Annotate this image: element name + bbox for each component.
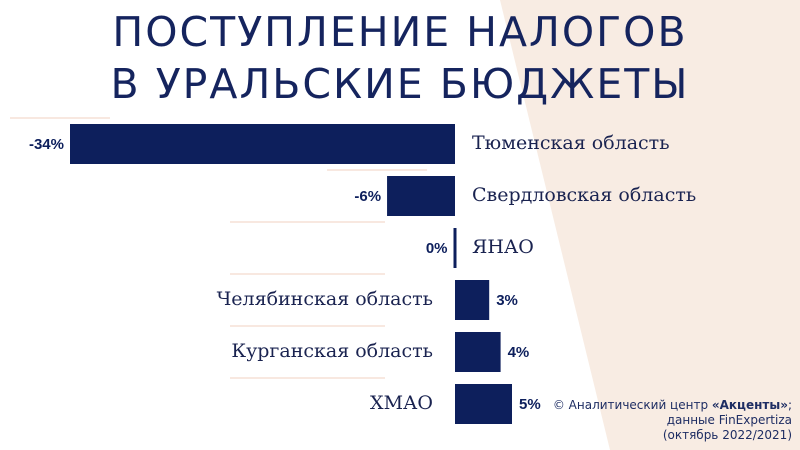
category-label: ЯНАО — [472, 236, 534, 258]
credit-line-2: данные FinExpertiza — [666, 413, 792, 427]
value-label: 5% — [519, 396, 541, 413]
category-label: Тюменская область — [472, 132, 670, 154]
bar — [387, 176, 455, 216]
chart-title: ПОСТУПЛЕНИЕ НАЛОГОВ В УРАЛЬСКИЕ БЮДЖЕТЫ — [0, 6, 800, 110]
category-label: Свердловская область — [472, 184, 696, 206]
credit-line-3: (октябрь 2022/2021) — [662, 428, 792, 442]
value-label: -34% — [29, 136, 64, 153]
bar — [455, 280, 490, 320]
value-label: 4% — [508, 344, 530, 361]
chart-title-line2: В УРАЛЬСКИЕ БЮДЖЕТЫ — [110, 60, 690, 108]
credit-line-1: © Аналитический центр «Акценты»; — [553, 398, 792, 413]
credit-brand: «Акценты» — [711, 398, 788, 412]
value-label: -6% — [354, 188, 381, 205]
bar — [70, 124, 455, 164]
category-label: Курганская область — [231, 340, 433, 362]
source-credit: © Аналитический центр «Акценты»; данные … — [553, 398, 792, 443]
credit-suffix: ; — [787, 398, 792, 412]
background-beige-shape — [500, 0, 800, 450]
credit-prefix: © Аналитический центр — [552, 398, 712, 412]
category-label: ХМАО — [370, 392, 433, 414]
value-label: 3% — [496, 292, 518, 309]
bar — [455, 332, 501, 372]
bar — [453, 228, 457, 268]
bar — [455, 384, 512, 424]
chart-title-line1: ПОСТУПЛЕНИЕ НАЛОГОВ — [112, 8, 688, 56]
value-label: 0% — [426, 240, 448, 257]
category-label: Челябинская область — [217, 288, 433, 310]
